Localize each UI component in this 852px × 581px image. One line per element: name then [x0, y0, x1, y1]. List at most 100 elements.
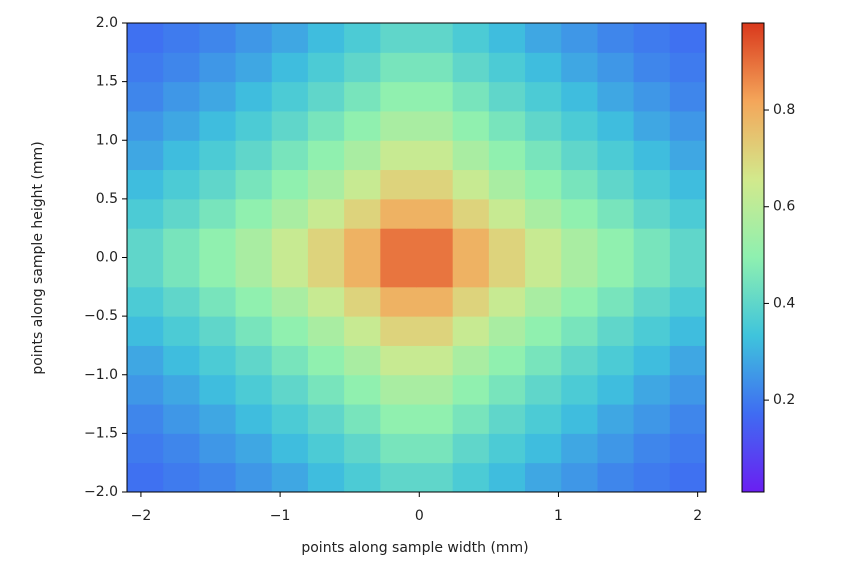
- y-tick-label: 2.0: [96, 15, 118, 31]
- heatmap-cell: [633, 316, 671, 346]
- heatmap-cell: [199, 169, 237, 200]
- heatmap-cell: [127, 404, 164, 434]
- x-tick-label: 0: [415, 508, 424, 524]
- y-tick-label: −1.5: [84, 425, 118, 441]
- heatmap-cell: [669, 23, 707, 53]
- heatmap-cell: [561, 316, 598, 346]
- heatmap-cell: [597, 433, 635, 464]
- heatmap-cell: [271, 228, 309, 258]
- heatmap-cell: [380, 140, 417, 171]
- heatmap-cell: [127, 345, 164, 376]
- heatmap-cell: [488, 228, 526, 258]
- heatmap-cell: [307, 110, 345, 141]
- heatmap-cell: [488, 81, 526, 112]
- heatmap-cell: [416, 23, 454, 53]
- heatmap-cell: [452, 316, 490, 346]
- heatmap-cell: [344, 228, 381, 258]
- heatmap-cell: [127, 52, 164, 83]
- heatmap-cell: [669, 169, 707, 200]
- heatmap-cell: [633, 169, 671, 200]
- x-tick-label: −2: [131, 508, 152, 524]
- heatmap-cell: [271, 140, 309, 171]
- heatmap-cell: [525, 52, 562, 83]
- heatmap-cell: [597, 404, 635, 434]
- heatmap-cell: [307, 433, 345, 464]
- heatmap-cell: [669, 316, 707, 346]
- heatmap-cell: [307, 140, 345, 171]
- heatmap-cell: [452, 257, 490, 288]
- heatmap-cell: [597, 169, 635, 200]
- heatmap-cell: [127, 23, 164, 53]
- heatmap-cell: [307, 23, 345, 53]
- heatmap-cell: [344, 169, 381, 200]
- heatmap-cell: [271, 169, 309, 200]
- heatmap-cell: [525, 286, 562, 317]
- heatmap-cell: [271, 462, 309, 493]
- heatmap-cell: [127, 433, 164, 464]
- heatmap-cell: [416, 198, 454, 229]
- heatmap-cell: [561, 345, 598, 376]
- heatmap-cell: [344, 52, 381, 83]
- heatmap-cell: [163, 257, 200, 288]
- heatmap-cell: [525, 345, 562, 376]
- heatmap-cell: [199, 140, 237, 171]
- heatmap-cell: [307, 316, 345, 346]
- heatmap-cell: [669, 462, 707, 493]
- heatmap-cell: [488, 140, 526, 171]
- colorbar-tick-label: 0.8: [773, 102, 795, 118]
- heatmap-cell: [633, 462, 671, 493]
- heatmap-cell: [163, 404, 200, 434]
- heatmap-cell: [235, 374, 273, 405]
- heatmap-cell: [525, 404, 562, 434]
- heatmap-cell: [488, 110, 526, 141]
- heatmap-cell: [380, 23, 417, 53]
- heatmap-cell: [525, 198, 562, 229]
- heatmap-cell: [380, 198, 417, 229]
- heatmap-cell: [488, 169, 526, 200]
- heatmap-cell: [307, 228, 345, 258]
- heatmap-cell: [380, 404, 417, 434]
- heatmap-cell: [416, 345, 454, 376]
- heatmap-cell: [235, 140, 273, 171]
- heatmap-cell: [380, 110, 417, 141]
- heatmap-cell: [525, 23, 562, 53]
- heatmap-cell: [561, 110, 598, 141]
- heatmap-cell: [380, 286, 417, 317]
- heatmap-cell: [561, 23, 598, 53]
- heatmap-cell: [307, 374, 345, 405]
- heatmap-cell: [669, 374, 707, 405]
- heatmap-cell: [271, 110, 309, 141]
- heatmap-cell: [488, 433, 526, 464]
- heatmap-cell: [561, 81, 598, 112]
- heatmap-cell: [344, 257, 381, 288]
- heatmap-cell: [525, 257, 562, 288]
- heatmap-cell: [127, 286, 164, 317]
- heatmap-cell: [163, 433, 200, 464]
- heatmap-cell: [452, 140, 490, 171]
- heatmap-cell: [163, 286, 200, 317]
- heatmap-cell: [633, 404, 671, 434]
- heatmap-cell: [488, 462, 526, 493]
- heatmap-cell: [669, 345, 707, 376]
- heatmap-cell: [597, 316, 635, 346]
- heatmap-cell: [669, 140, 707, 171]
- heatmap-cell: [199, 286, 237, 317]
- heatmap-cell: [344, 286, 381, 317]
- heatmap-cell: [199, 374, 237, 405]
- y-tick-label: 0.0: [96, 250, 118, 266]
- heatmap-cell: [416, 374, 454, 405]
- heatmap-cell: [271, 52, 309, 83]
- heatmap-cell: [307, 286, 345, 317]
- heatmap-cell: [452, 52, 490, 83]
- heatmap-cell: [597, 23, 635, 53]
- heatmap-cell: [452, 374, 490, 405]
- heatmap-cell: [199, 23, 237, 53]
- x-tick-label: 2: [693, 508, 702, 524]
- y-tick-label: −0.5: [84, 308, 118, 324]
- heatmap-cell: [488, 23, 526, 53]
- heatmap-cell: [235, 316, 273, 346]
- heatmap-cell: [561, 198, 598, 229]
- heatmap-cell: [633, 286, 671, 317]
- heatmap-cell: [271, 81, 309, 112]
